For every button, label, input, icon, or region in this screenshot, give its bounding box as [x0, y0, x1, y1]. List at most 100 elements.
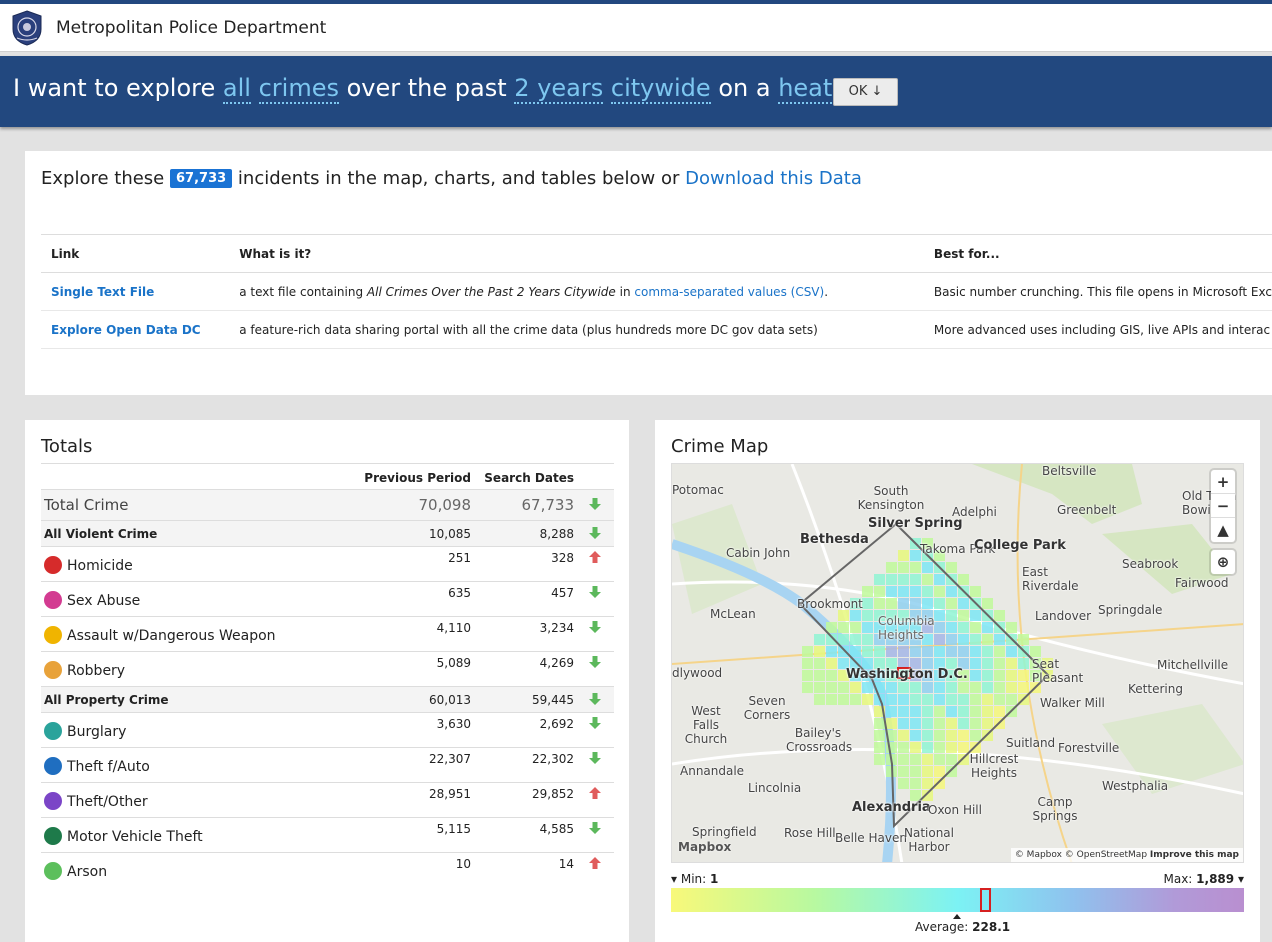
site-title[interactable]: Metropolitan Police Department	[56, 18, 327, 38]
heat-cell[interactable]	[934, 682, 945, 693]
heat-cell[interactable]	[862, 682, 873, 693]
heat-cell[interactable]	[898, 562, 909, 573]
sex-abuse-row[interactable]: Sex Abuse 635 457	[41, 581, 614, 616]
heat-cell[interactable]	[934, 766, 945, 777]
heat-cell[interactable]	[910, 658, 921, 669]
heat-cell[interactable]	[982, 658, 993, 669]
heat-cell[interactable]	[994, 658, 1005, 669]
heat-cell[interactable]	[970, 658, 981, 669]
heat-cell[interactable]	[874, 610, 885, 621]
crime-heat-map[interactable]: Beltsville Potomac South Kensington Adel…	[671, 463, 1244, 863]
heat-cell[interactable]	[886, 718, 897, 729]
heat-cell[interactable]	[910, 634, 921, 645]
heat-cell[interactable]	[910, 586, 921, 597]
heat-cell[interactable]	[922, 778, 933, 789]
assault-row[interactable]: Assault w/Dangerous Weapon 4,110 3,234	[41, 616, 614, 651]
heat-cell[interactable]	[814, 658, 825, 669]
heat-cell[interactable]	[886, 586, 897, 597]
heat-cell[interactable]	[934, 742, 945, 753]
heat-cell[interactable]	[886, 622, 897, 633]
heat-cell[interactable]	[982, 718, 993, 729]
heat-cell[interactable]	[850, 670, 861, 681]
violent-crime-row[interactable]: All Violent Crime 10,085 8,288	[41, 520, 614, 546]
heat-cell[interactable]	[862, 694, 873, 705]
heat-cell[interactable]	[958, 682, 969, 693]
heat-cell[interactable]	[934, 670, 945, 681]
heat-cell[interactable]	[838, 646, 849, 657]
heat-cell[interactable]	[994, 610, 1005, 621]
heat-cell[interactable]	[898, 610, 909, 621]
heat-cell[interactable]	[874, 730, 885, 741]
heat-cell[interactable]	[958, 742, 969, 753]
heat-cell[interactable]	[850, 598, 861, 609]
heat-cell[interactable]	[874, 682, 885, 693]
heat-cell[interactable]	[862, 598, 873, 609]
heat-cell[interactable]	[874, 646, 885, 657]
heat-cell[interactable]	[946, 694, 957, 705]
zoom-in-button[interactable]: +	[1211, 470, 1235, 494]
heat-cell[interactable]	[934, 634, 945, 645]
heat-cell[interactable]	[886, 706, 897, 717]
heat-cell[interactable]	[814, 646, 825, 657]
heat-cell[interactable]	[910, 730, 921, 741]
heat-cell[interactable]	[1006, 646, 1017, 657]
heat-cell[interactable]	[922, 562, 933, 573]
heat-cell[interactable]	[898, 574, 909, 585]
legend-min[interactable]: ▾ Min: 1	[671, 872, 718, 886]
heat-cell[interactable]	[970, 718, 981, 729]
heat-cell[interactable]	[922, 586, 933, 597]
heat-cell[interactable]	[934, 646, 945, 657]
heat-cell[interactable]	[1006, 682, 1017, 693]
download-data-link[interactable]: Download this Data	[685, 168, 862, 189]
heat-cell[interactable]	[922, 538, 933, 549]
heat-cell[interactable]	[826, 658, 837, 669]
heat-cell[interactable]	[862, 622, 873, 633]
heat-cell[interactable]	[946, 754, 957, 765]
heat-cell[interactable]	[934, 706, 945, 717]
period-option[interactable]: 2 years	[514, 74, 604, 104]
heat-cell[interactable]	[850, 682, 861, 693]
heat-cell[interactable]	[958, 574, 969, 585]
heat-cell[interactable]	[910, 670, 921, 681]
heat-cell[interactable]	[886, 742, 897, 753]
heat-cell[interactable]	[958, 706, 969, 717]
heat-cell[interactable]	[826, 670, 837, 681]
heat-cell[interactable]	[1018, 682, 1029, 693]
heat-cell[interactable]	[910, 754, 921, 765]
heat-cell[interactable]	[886, 574, 897, 585]
heat-cell[interactable]	[826, 634, 837, 645]
heat-cell[interactable]	[874, 574, 885, 585]
heat-cell[interactable]	[850, 634, 861, 645]
heat-cell[interactable]	[970, 706, 981, 717]
heat-cell[interactable]	[970, 730, 981, 741]
heat-cell[interactable]	[946, 718, 957, 729]
heat-cell[interactable]	[898, 694, 909, 705]
total-crime-row[interactable]: Total Crime 70,098 67,733	[41, 489, 614, 520]
heat-cell[interactable]	[922, 730, 933, 741]
heat-cell[interactable]	[826, 622, 837, 633]
heat-cell[interactable]	[946, 742, 957, 753]
heat-cell[interactable]	[850, 622, 861, 633]
heat-cell[interactable]	[946, 682, 957, 693]
heat-cell[interactable]	[814, 694, 825, 705]
heat-cell[interactable]	[898, 622, 909, 633]
heat-cell[interactable]	[838, 658, 849, 669]
heat-cell[interactable]	[802, 682, 813, 693]
heat-cell[interactable]	[958, 634, 969, 645]
heat-cell[interactable]	[922, 658, 933, 669]
heat-cell[interactable]	[958, 646, 969, 657]
heat-cell[interactable]	[898, 718, 909, 729]
heat-cell[interactable]	[934, 610, 945, 621]
open-data-dc-link[interactable]: Explore Open Data DC	[51, 322, 201, 337]
heat-cell[interactable]	[970, 622, 981, 633]
heat-cell[interactable]	[874, 742, 885, 753]
heat-cell[interactable]	[874, 658, 885, 669]
heat-cell[interactable]	[862, 610, 873, 621]
heat-cell[interactable]	[922, 670, 933, 681]
heat-cell[interactable]	[898, 766, 909, 777]
heat-cell[interactable]	[982, 706, 993, 717]
heat-cell[interactable]	[922, 790, 933, 801]
heat-cell[interactable]	[898, 646, 909, 657]
heat-cell[interactable]	[898, 634, 909, 645]
heat-cell[interactable]	[982, 622, 993, 633]
